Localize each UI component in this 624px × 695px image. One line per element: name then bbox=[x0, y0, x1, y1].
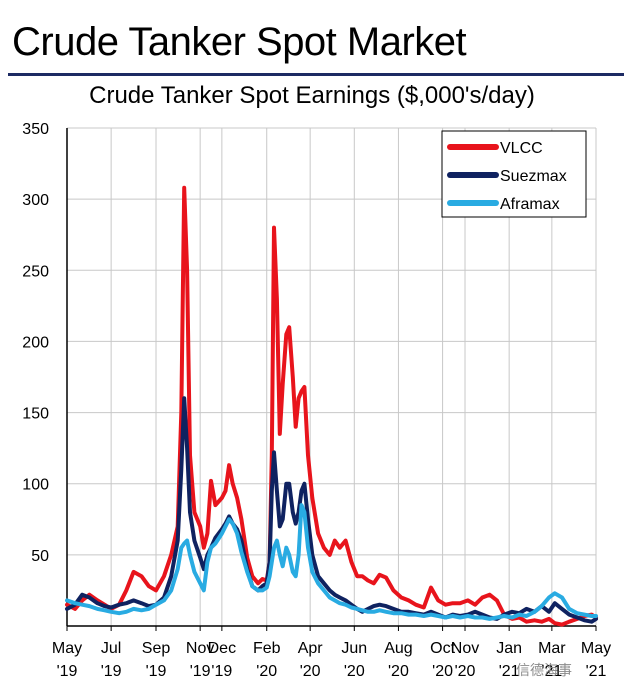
y-tick-label: 200 bbox=[22, 334, 49, 351]
x-tick-label: May bbox=[52, 640, 82, 657]
x-tick-label: Jan bbox=[496, 640, 522, 657]
x-tick-label: Feb bbox=[253, 640, 281, 657]
title-rule bbox=[8, 73, 624, 76]
page-title: Crude Tanker Spot Market bbox=[12, 20, 467, 64]
x-tick-year-label: '20 bbox=[388, 663, 409, 680]
x-tick-year-label: '20 bbox=[344, 663, 365, 680]
x-tick-label: May bbox=[581, 640, 611, 657]
x-tick-label: Nov bbox=[186, 640, 214, 657]
x-tick-year-label: '19 bbox=[101, 663, 122, 680]
x-tick-year-label: '19 bbox=[211, 663, 232, 680]
x-tick-year-label: '21 bbox=[586, 663, 607, 680]
x-tick-label: Nov bbox=[451, 640, 479, 657]
y-tick-label: 350 bbox=[22, 121, 49, 138]
y-tick-label: 150 bbox=[22, 406, 49, 423]
legend-label-suezmax: Suezmax bbox=[500, 168, 567, 185]
series-line-suezmax bbox=[65, 396, 598, 624]
x-tick-year-label: '19 bbox=[146, 663, 167, 680]
x-tick-label: Jun bbox=[341, 640, 367, 657]
y-tick-label: 50 bbox=[31, 548, 49, 565]
x-tick-year-label: '19 bbox=[190, 663, 211, 680]
y-tick-label: 250 bbox=[22, 263, 49, 280]
y-tick-label: 100 bbox=[22, 477, 49, 494]
x-tick-year-label: '21 bbox=[499, 663, 520, 680]
x-tick-year-label: '21 bbox=[541, 663, 562, 680]
y-tick-label: 300 bbox=[22, 192, 49, 209]
x-tick-label: Sep bbox=[142, 640, 171, 657]
watermark-text: 信德海事 bbox=[516, 662, 572, 678]
x-tick-year-label: '20 bbox=[300, 663, 321, 680]
x-tick-year-label: '19 bbox=[57, 663, 78, 680]
legend-label-aframax: Aframax bbox=[500, 196, 560, 213]
x-tick-label: Mar bbox=[538, 640, 566, 657]
series-line-aframax bbox=[65, 503, 598, 621]
x-tick-label: Jul bbox=[101, 640, 121, 657]
chart-title: Crude Tanker Spot Earnings ($,000's/day) bbox=[89, 82, 535, 109]
series-line-vlcc bbox=[65, 185, 598, 627]
x-tick-year-label: '20 bbox=[256, 663, 277, 680]
x-tick-year-label: '20 bbox=[455, 663, 476, 680]
x-tick-label: Oct bbox=[430, 640, 455, 657]
x-tick-label: Dec bbox=[208, 640, 236, 657]
x-tick-label: Aug bbox=[384, 640, 412, 657]
legend-label-vlcc: VLCC bbox=[500, 140, 543, 157]
x-tick-year-label: '20 bbox=[432, 663, 453, 680]
legend: VLCC Suezmax Aframax bbox=[441, 130, 587, 218]
x-tick-label: Apr bbox=[298, 640, 324, 657]
